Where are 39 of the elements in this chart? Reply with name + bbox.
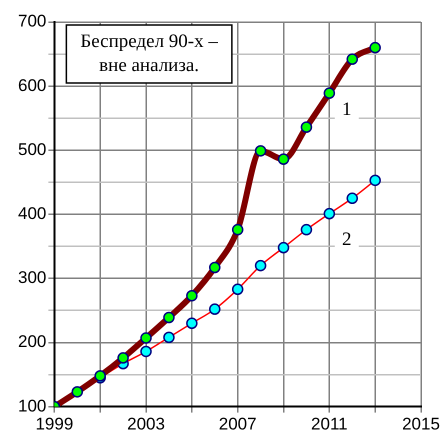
- y-tick-label: 700: [18, 12, 46, 31]
- point: [254, 145, 266, 157]
- point: [186, 290, 198, 302]
- point: [346, 53, 358, 65]
- y-tick-label: 500: [18, 140, 46, 159]
- point: [163, 312, 175, 324]
- x-tick-label: 2015: [402, 414, 440, 434]
- point: [117, 352, 129, 364]
- point: [163, 332, 175, 344]
- point: [209, 303, 221, 315]
- point: [300, 224, 312, 236]
- point: [346, 192, 358, 204]
- x-tick-label: 2003: [127, 414, 165, 434]
- point: [232, 284, 244, 296]
- x-tick-label: 1999: [35, 414, 74, 434]
- point: [324, 87, 336, 99]
- point: [369, 174, 381, 186]
- point: [72, 386, 84, 398]
- y-tick-label: 200: [18, 332, 46, 352]
- point: [209, 262, 221, 274]
- annotation: Беспредел 90-х – вне анализа.: [80, 30, 218, 76]
- x-tick-label: 2007: [218, 414, 257, 434]
- series-label: 2: [342, 228, 352, 250]
- point: [232, 224, 244, 236]
- y-tick-label: 600: [18, 76, 46, 95]
- point: [300, 121, 312, 133]
- x-tick-label: 2011: [311, 414, 348, 434]
- point: [254, 260, 266, 272]
- y-tick-label: 300: [18, 268, 46, 288]
- point: [140, 332, 152, 344]
- point: [140, 346, 152, 358]
- point: [369, 42, 381, 54]
- point: [278, 153, 290, 165]
- y-tick-label: 100: [18, 396, 46, 416]
- point: [278, 242, 290, 254]
- point: [324, 208, 336, 220]
- point: [186, 318, 198, 330]
- y-tick-label: 400: [18, 204, 46, 223]
- series-label: 1: [342, 99, 352, 120]
